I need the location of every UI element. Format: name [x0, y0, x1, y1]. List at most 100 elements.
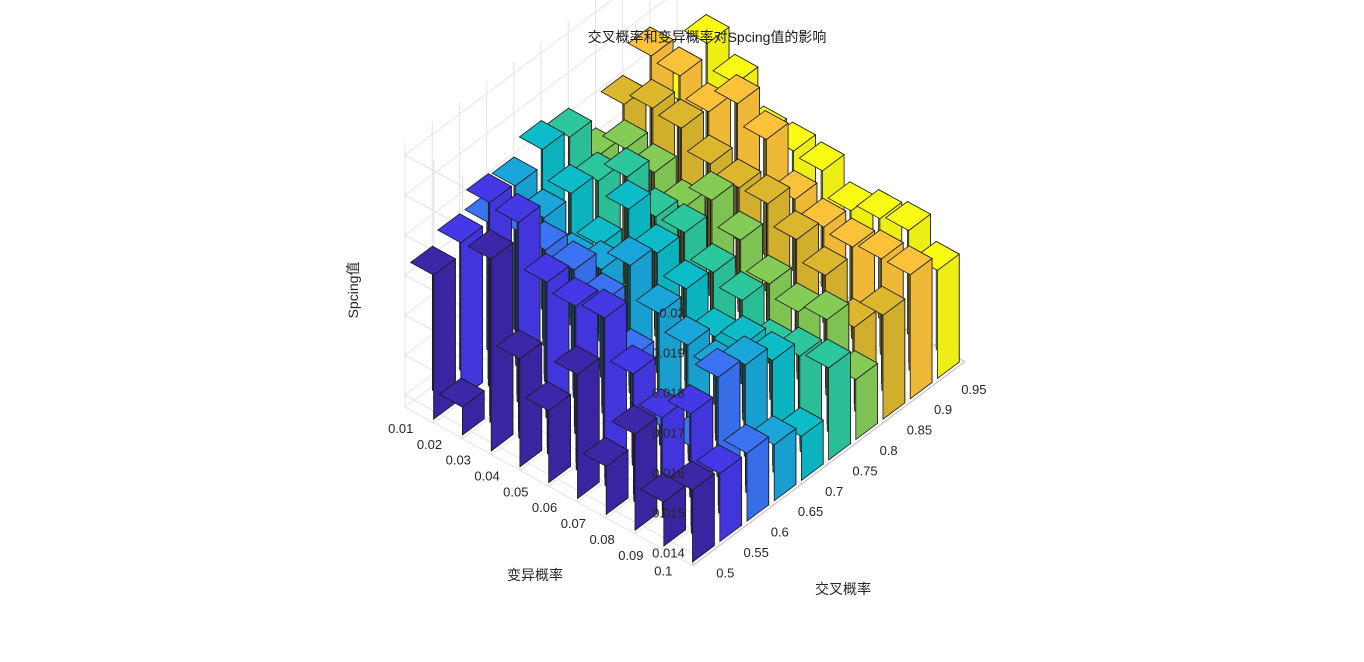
- ticks-group: 0.014 0.015 0.016 0.017 0.018 0.019 0.02 0.01 0.…: [388, 306, 986, 581]
- bar-top: [523, 252, 570, 283]
- bar-top: [667, 384, 714, 415]
- bar-top: [635, 283, 682, 314]
- bar-top: [601, 119, 649, 150]
- x-tick-label: 0.55: [744, 545, 769, 560]
- x-tick-label: 0.85: [907, 423, 932, 438]
- y-tick-label: 0.1: [654, 564, 672, 579]
- z-tick-label: 0.016: [652, 466, 685, 481]
- z-tick-label: 0.018: [652, 386, 685, 401]
- bar-top: [604, 179, 652, 210]
- x-tick-label: 0.95: [961, 382, 986, 397]
- bar-top: [884, 201, 932, 231]
- bar-top: [662, 259, 709, 290]
- bar-top: [547, 164, 594, 194]
- bar-0.1-0.55: [695, 443, 743, 543]
- bar-top: [606, 236, 653, 266]
- bar-top: [611, 404, 658, 435]
- x-tick-label: 0.75: [852, 463, 877, 478]
- bar-top: [627, 26, 674, 57]
- bar-0.1-0.7: [777, 406, 824, 482]
- bar-0.1-0.85: [859, 285, 906, 420]
- bar-top: [609, 344, 656, 375]
- bar-top: [629, 78, 676, 109]
- bar-top: [494, 193, 541, 224]
- y-tick-label: 0.01: [388, 421, 413, 436]
- bar-top: [683, 14, 730, 44]
- bar-0.1-0.9: [886, 245, 933, 400]
- bar-top: [857, 229, 904, 260]
- z-tick-label: 0.015: [652, 506, 685, 521]
- bar-top: [603, 147, 650, 178]
- bar-0.1-0.75: [804, 338, 852, 461]
- bar-0.01-0.5: [409, 245, 457, 420]
- bar-front: [882, 298, 906, 420]
- y-axis-label: 变异概率: [507, 567, 563, 583]
- x-tick-label: 0.6: [771, 525, 789, 540]
- bar-0.1-0.6: [723, 423, 770, 523]
- bar-top: [859, 285, 906, 316]
- bars-group: [409, 13, 960, 563]
- bar-top: [553, 345, 600, 375]
- y-tick-label: 0.08: [589, 532, 614, 547]
- bar-top: [552, 276, 599, 307]
- y-tick-label: 0.05: [503, 484, 528, 499]
- bar-top: [801, 245, 848, 276]
- bar-top: [744, 174, 791, 205]
- bar-front: [937, 253, 960, 380]
- x-axis-label: 交叉概率: [815, 581, 871, 597]
- bar-top: [524, 381, 572, 412]
- bar-top: [657, 98, 705, 129]
- y-tick-label: 0.04: [474, 469, 499, 484]
- bar-top: [745, 254, 793, 285]
- bar-top: [798, 141, 845, 172]
- bar-front: [828, 350, 851, 461]
- bar-top: [576, 215, 623, 246]
- bar-top: [742, 110, 789, 140]
- z-tick-label: 0.019: [652, 346, 685, 361]
- y-tick-label: 0.06: [532, 500, 557, 515]
- bar-top: [772, 210, 820, 241]
- y-tick-label: 0.09: [618, 548, 643, 563]
- x-tick-label: 0.7: [825, 484, 843, 499]
- z-tick-label: 0.02: [659, 306, 684, 321]
- bar-top: [689, 243, 737, 273]
- bar-top: [409, 245, 457, 276]
- bar-0.07-0.5: [582, 436, 629, 516]
- bar-top: [496, 329, 543, 360]
- bar-top: [660, 203, 708, 234]
- x-tick-label: 0.9: [934, 402, 952, 417]
- bar-top: [720, 315, 767, 346]
- bar-0.02-0.5: [438, 377, 485, 436]
- bar-top: [713, 74, 761, 105]
- bar-top: [438, 377, 485, 408]
- x-tick-label: 0.65: [798, 504, 823, 519]
- bar-top: [688, 170, 735, 201]
- bar-top: [695, 444, 743, 475]
- z-axis-label: Spcing值: [345, 262, 361, 319]
- bar-top: [803, 290, 850, 321]
- bar-front: [577, 357, 600, 500]
- bar-top: [580, 288, 628, 319]
- bar-0.1-0.5: [668, 460, 716, 563]
- bar-top: [716, 210, 764, 241]
- bar-top: [467, 229, 514, 260]
- bar-top: [437, 213, 484, 244]
- bar-0.1-0.65: [750, 415, 797, 502]
- bar-top: [656, 46, 703, 77]
- z-tick-label: 0.014: [652, 546, 685, 561]
- y-tick-label: 0.03: [446, 453, 471, 468]
- bar-top: [518, 120, 565, 151]
- bar-top: [712, 53, 759, 84]
- x-tick-label: 0.8: [880, 443, 898, 458]
- bar-top: [664, 315, 711, 346]
- x-tick-label: 0.5: [716, 565, 734, 580]
- axis-line: [692, 361, 966, 567]
- y-tick-label: 0.07: [561, 516, 586, 531]
- bar-top: [694, 347, 741, 378]
- bar-top: [886, 245, 933, 276]
- bar-top: [718, 270, 765, 301]
- bar-top: [582, 436, 629, 467]
- bar-top: [804, 338, 852, 369]
